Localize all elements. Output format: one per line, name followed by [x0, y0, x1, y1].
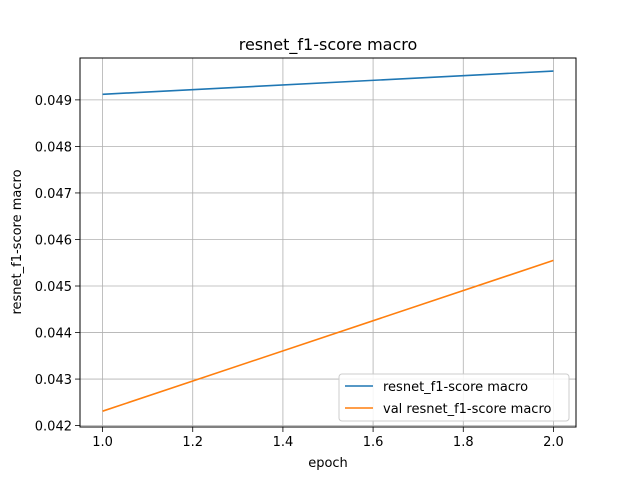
legend-label-2: val resnet_f1-score macro: [383, 402, 552, 417]
legend-box: [338, 373, 570, 422]
plot-frame: [79, 57, 577, 428]
y-axis: 0.042 0.043 0.044 0.045 0.046 0.047 0.048 0.049: [35, 94, 80, 435]
x-tick-label: 2.0: [543, 435, 564, 450]
y-tick-label: 0.046: [35, 233, 72, 248]
x-tick-label: 1.0: [92, 435, 113, 450]
x-tick-label: 1.8: [453, 435, 474, 450]
y-tick-label: 0.048: [35, 140, 72, 155]
y-tick-label: 0.043: [35, 373, 72, 388]
series-line-1: [102, 70, 554, 96]
x-tick-label: 1.6: [363, 435, 384, 450]
series-line-2: [102, 259, 554, 412]
y-tick-label: 0.045: [35, 280, 72, 295]
chart-title: resnet_f1-score macro: [239, 35, 418, 55]
x-axis-label: epoch: [308, 456, 348, 471]
y-tick-label: 0.042: [35, 420, 72, 435]
y-tick-label: 0.049: [35, 94, 72, 109]
y-tick-label: 0.044: [35, 327, 72, 342]
x-tick-label: 1.2: [182, 435, 203, 450]
legend: resnet_f1-score macro val resnet_f1-score…: [338, 373, 570, 422]
x-tick-label: 1.4: [273, 435, 294, 450]
series-lines: [102, 70, 554, 412]
grid: [80, 58, 576, 427]
x-axis: 1.0 1.2 1.4 1.6 1.8 2.0: [92, 427, 564, 450]
legend-label-1: resnet_f1-score macro: [383, 380, 528, 395]
y-axis-label: resnet_f1-score macro: [10, 169, 25, 314]
y-tick-label: 0.047: [35, 187, 72, 202]
